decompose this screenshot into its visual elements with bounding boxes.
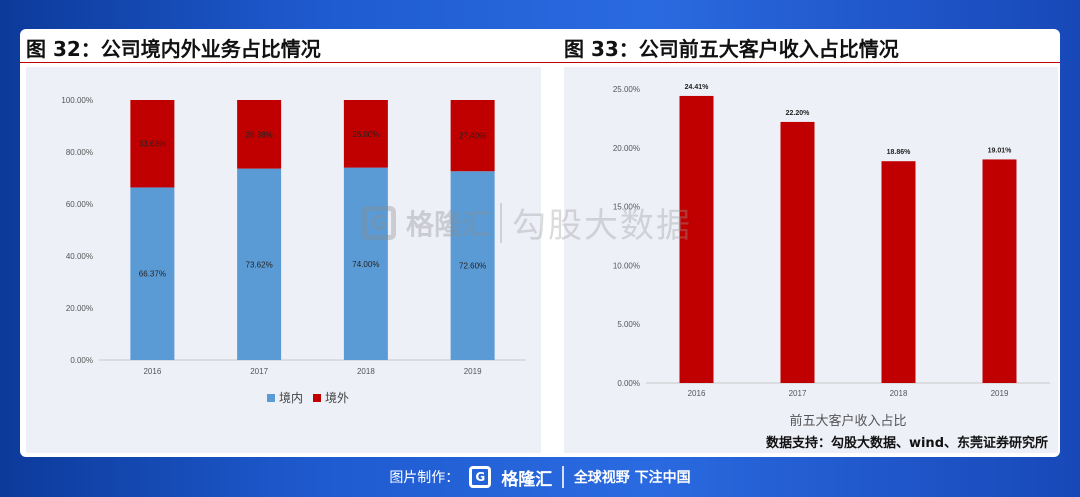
y-tick-label: 0.00% [617,379,640,388]
bar-segment [343,100,388,168]
bar-chart: 0.00% 5.00% 10.00% 15.00% 20.00% 25.00% 24.41%… [613,84,1050,428]
y-tick-label: 60.00% [66,200,93,209]
data-label: 26.00% [352,130,379,139]
data-label: 22.20% [786,110,811,117]
bar-segment [237,100,282,169]
left-chart-panel: 0.00% 20.00% 40.00% 60.00% 80.00% 100.00% 66.3… [26,67,541,453]
g-logo-icon: G [469,466,492,488]
data-label: 26.38% [246,130,273,139]
x-tick-label: 2018 [357,367,375,376]
left-figure-title: 图 32：公司境内外业务占比情况 [26,37,321,61]
y-tick-label: 15.00% [613,203,640,212]
y-tick-label: 25.00% [613,85,640,94]
bar-segment [450,171,495,360]
y-tick-label: 100.00% [61,96,93,105]
x-tick-label: 2016 [143,367,161,376]
y-tick-label: 20.00% [66,304,93,313]
data-label: 66.37% [139,270,166,279]
right-chart-panel: 0.00% 5.00% 10.00% 15.00% 20.00% 25.00% 24.41%… [564,67,1058,453]
bar [881,161,916,383]
data-label: 73.62% [246,260,273,269]
legend-label: 境内 [279,390,303,405]
y-tick-label: 40.00% [66,252,93,261]
data-label: 18.86% [887,149,912,156]
report-card: 图 32：公司境内外业务占比情况 图 33：公司前五大客户收入占比情况 0.00… [20,29,1060,457]
y-tick-label: 20.00% [613,144,640,153]
right-figure-title: 图 33：公司前五大客户收入占比情况 [564,37,899,61]
legend-swatch [313,394,321,402]
bar-segment [450,100,495,172]
x-tick-label: 2016 [688,389,706,398]
data-label: 74.00% [352,260,379,269]
x-tick-label: 2018 [890,389,908,398]
bar-segment [130,187,175,360]
bar-segment [237,168,282,360]
bar [679,95,714,383]
data-label: 33.63% [139,140,166,149]
footer-brand: 格隆汇 [501,469,553,490]
bar-segment [130,100,175,188]
footer-divider [562,466,564,488]
footer-slogan: 全球视野 下注中国 [573,470,691,486]
stacked-bar-chart: 0.00% 20.00% 40.00% 60.00% 80.00% 100.00% 66.3… [61,96,526,405]
y-tick-label: 80.00% [66,148,93,157]
figure-header: 图 32：公司境内外业务占比情况 图 33：公司前五大客户收入占比情况 [20,29,1060,63]
footer-label: 图片制作： [389,470,460,486]
x-tick-label: 2019 [464,367,482,376]
data-label: 19.01% [988,147,1013,154]
bar [780,121,815,383]
bar [982,159,1017,383]
x-tick-label: 2017 [250,367,268,376]
legend-swatch [267,394,275,402]
y-tick-label: 0.00% [70,356,93,365]
bar-segment [343,167,388,360]
x-tick-label: 2019 [991,389,1009,398]
footer-bar: 图片制作： G 格隆汇 全球视野 下注中国 [0,462,1080,492]
x-tick-label: 2017 [789,389,807,398]
y-tick-label: 5.00% [617,320,640,329]
y-tick-label: 10.00% [613,261,640,270]
data-label: 72.60% [459,262,486,271]
x-axis-title: 前五大客户收入占比 [789,413,906,428]
data-label: 27.40% [459,132,486,141]
data-label: 24.41% [685,84,710,91]
source-note: 数据支持：勾股大数据、wind、东莞证券研究所 [765,436,1048,451]
legend-label: 境外 [325,390,349,405]
